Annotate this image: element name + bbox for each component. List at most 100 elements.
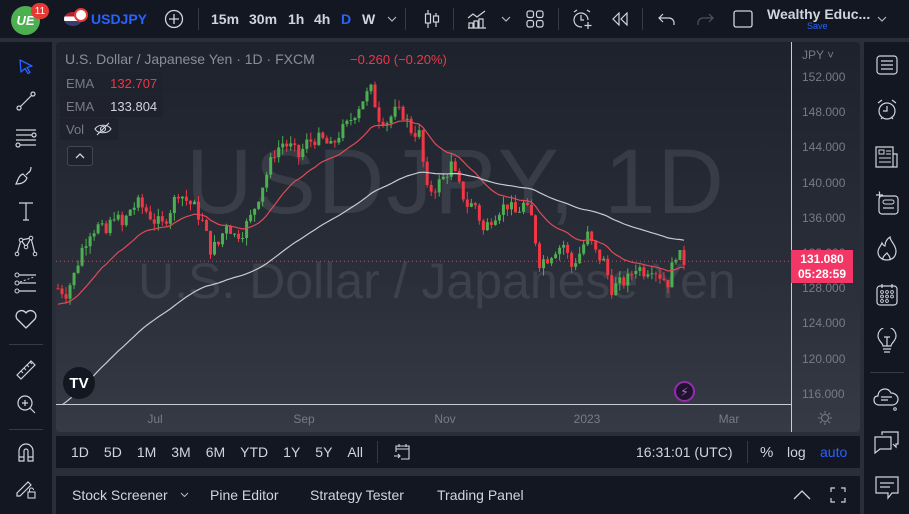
timeframe-dropdown-button[interactable] — [385, 12, 399, 26]
price-change: −0.260 (−0.20%) — [350, 52, 447, 67]
ideas-button[interactable] — [871, 325, 903, 357]
notifications-chat-button[interactable] — [871, 472, 903, 504]
log-scale-toggle[interactable]: log — [787, 444, 806, 460]
panel-tab-strategy-tester[interactable]: Strategy Tester — [310, 487, 404, 503]
timeframe-d[interactable]: D — [341, 11, 352, 27]
undo-button[interactable] — [656, 8, 678, 30]
percent-scale-toggle[interactable]: % — [760, 443, 774, 461]
compare-add-symbol-button[interactable] — [163, 8, 185, 30]
timeframe-4h[interactable]: 4h — [314, 11, 331, 27]
price-axis[interactable]: JPY ˅ 152.000 148.000 144.000 140.000 136.00… — [791, 42, 860, 432]
collapse-legend-button[interactable] — [67, 146, 93, 166]
eye-hidden-icon[interactable] — [94, 122, 112, 136]
calendar-goto-icon — [393, 444, 410, 460]
price-axis-label: 144.000 — [802, 140, 846, 155]
range-buttons: 1D 5D 1M 3M 6M YTD 1Y 5Y All — [56, 444, 363, 460]
redo-button[interactable] — [694, 8, 716, 30]
fullscreen-panel-button[interactable] — [828, 485, 848, 505]
timeframe-1h[interactable]: 1h — [288, 11, 305, 27]
news-button[interactable] — [871, 141, 903, 173]
text-tool[interactable] — [10, 195, 42, 227]
symbol-search-button[interactable]: USDJPY — [64, 0, 147, 38]
brush-icon — [15, 166, 32, 185]
hotlists-button[interactable] — [871, 233, 903, 265]
candlestick-chart[interactable] — [56, 42, 791, 404]
timeframe-w[interactable]: W — [362, 11, 376, 27]
lock-drawings-tool[interactable] — [10, 472, 42, 504]
save-layout-link[interactable]: Save — [807, 21, 828, 31]
maximize-panel-button[interactable] — [792, 486, 812, 504]
pattern-tool[interactable] — [10, 230, 42, 262]
minds-button[interactable] — [871, 382, 903, 414]
time-axis-label: Mar — [718, 412, 740, 426]
add-watchlist-button[interactable] — [871, 187, 903, 219]
heart-icon — [15, 309, 37, 329]
range-1m[interactable]: 1M — [136, 444, 157, 460]
fullscreen-toggle-button[interactable] — [732, 8, 754, 30]
volume-legend[interactable]: Vol — [60, 118, 119, 140]
stock-screener-dropdown[interactable] — [178, 490, 190, 500]
measure-tool[interactable] — [10, 354, 42, 386]
go-to-date-button[interactable] — [393, 443, 411, 461]
timeframe-15m[interactable]: 15m — [211, 11, 240, 27]
cursor-tool[interactable] — [10, 51, 42, 83]
xabcd-pattern-icon — [14, 235, 38, 257]
brush-tool[interactable] — [10, 159, 42, 191]
layout-button[interactable] — [524, 8, 546, 30]
auto-scale-toggle[interactable]: auto — [820, 444, 848, 460]
range-5d[interactable]: 5D — [103, 444, 122, 460]
chart-pane[interactable]: USDJPY, 1D U.S. Dollar / Japanese Yen U.… — [56, 42, 860, 432]
alarm-clock-icon — [877, 99, 897, 120]
newspaper-icon — [875, 146, 898, 168]
utc-clock[interactable]: 16:31:01 (UTC) — [636, 444, 733, 460]
layout-name-button[interactable]: Wealthy Educ... — [767, 6, 871, 22]
panel-tab-pine-editor[interactable]: Pine Editor — [210, 487, 279, 503]
create-alert-button[interactable] — [570, 7, 594, 31]
currency-selector[interactable]: JPY ˅ — [802, 48, 835, 62]
ema-slow-legend[interactable]: EMA 133.804 — [60, 95, 164, 117]
layout-dropdown-button[interactable] — [875, 12, 889, 26]
flame-icon — [877, 236, 897, 261]
ema-fast-legend[interactable]: EMA 132.707 — [60, 72, 164, 94]
bottom-panel-bar: Stock Screener Pine Editor Strategy Tester… — [56, 476, 860, 514]
symbol-watermark: USDJPY, 1D — [186, 131, 726, 233]
prediction-tool[interactable] — [10, 267, 42, 299]
range-all[interactable]: All — [347, 444, 363, 460]
watchlist-button[interactable] — [871, 49, 903, 81]
chevron-up-icon — [793, 490, 811, 500]
alerts-button[interactable] — [871, 94, 903, 126]
time-axis[interactable]: Jul Sep Nov 2023 Mar — [56, 404, 791, 432]
panel-tab-stock-screener[interactable]: Stock Screener — [72, 487, 168, 503]
favorites-tool[interactable] — [10, 303, 42, 335]
calendar-button[interactable] — [871, 279, 903, 311]
range-ytd[interactable]: YTD — [240, 444, 269, 460]
zoom-in-tool[interactable] — [10, 388, 42, 420]
ema-fast-line[interactable] — [57, 120, 685, 305]
magnet-mode-tool[interactable] — [10, 436, 42, 468]
ema-slow-line[interactable] — [58, 171, 685, 404]
indicators-dropdown-button[interactable] — [499, 12, 513, 26]
replay-button[interactable] — [609, 8, 631, 30]
chart-settings-button[interactable] — [816, 409, 834, 427]
drawing-toolbar — [0, 42, 52, 514]
range-3m[interactable]: 3M — [171, 444, 191, 460]
indicators-button[interactable] — [465, 7, 489, 31]
range-1d[interactable]: 1D — [71, 444, 89, 460]
range-6m[interactable]: 6M — [205, 444, 226, 460]
chats-button[interactable] — [871, 426, 903, 458]
ema-label: EMA — [66, 75, 95, 91]
divider — [9, 429, 43, 430]
grid-layout-icon — [526, 10, 544, 28]
chart-type-button[interactable] — [420, 7, 444, 31]
fib-retracement-tool[interactable] — [10, 122, 42, 154]
last-price-label: 131.080 05:28:59 — [791, 250, 853, 283]
events-bolt-icon[interactable]: ⚡ — [674, 381, 695, 402]
range-5y[interactable]: 5Y — [315, 444, 333, 460]
price-axis-label: 148.000 — [802, 105, 846, 120]
timeframe-30m[interactable]: 30m — [249, 11, 278, 27]
panel-tab-trading-panel[interactable]: Trading Panel — [437, 487, 524, 503]
lightbulb-icon — [877, 328, 897, 353]
tradingview-logo[interactable]: TV — [63, 367, 95, 399]
range-1y[interactable]: 1Y — [283, 444, 301, 460]
trend-line-tool[interactable] — [10, 85, 42, 117]
